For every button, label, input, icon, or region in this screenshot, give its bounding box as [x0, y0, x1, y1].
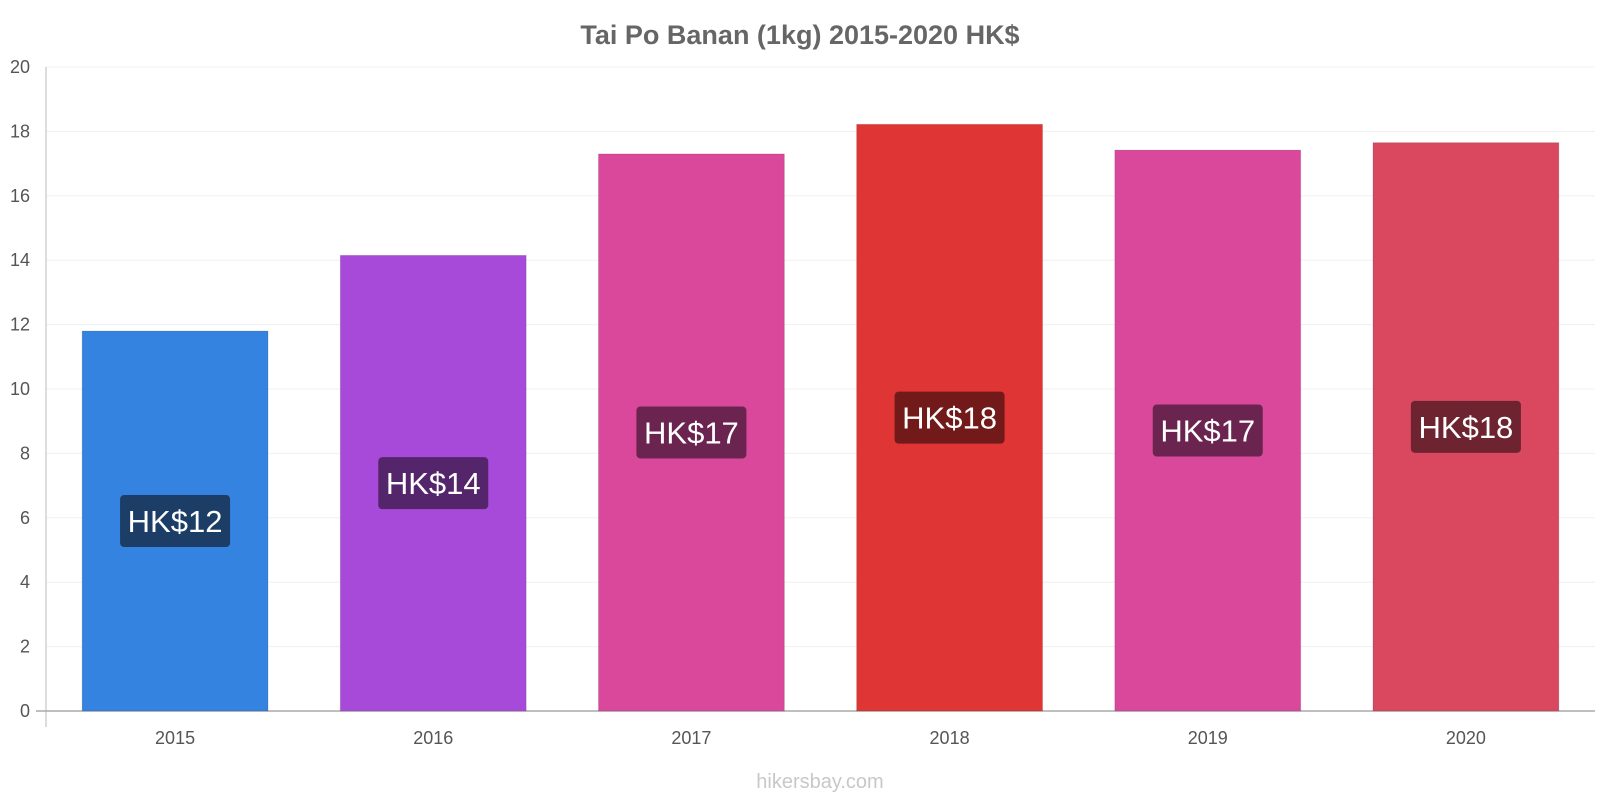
- y-tick-label: 2: [20, 637, 30, 657]
- y-tick-label: 18: [10, 121, 30, 141]
- data-label-box: [378, 457, 489, 510]
- y-tick-label: 12: [10, 315, 30, 335]
- grid-lines: [46, 66, 1595, 648]
- data-label-box: [120, 495, 231, 548]
- data-label: HK$18: [1419, 410, 1514, 445]
- y-tick-label: 4: [20, 572, 30, 592]
- chart-title: Tai Po Banan (1kg) 2015-2020 HK$: [580, 20, 1019, 50]
- y-tick-label: 10: [10, 379, 30, 399]
- x-axis-ticks: 2015 2016 2017 2018 2019 2020: [155, 728, 1486, 748]
- y-tick-label: 8: [20, 443, 30, 463]
- bar-2017: [597, 153, 785, 712]
- y-tick-label: 16: [10, 186, 30, 206]
- y-tick-label: 0: [20, 701, 30, 721]
- data-label-box: [636, 406, 747, 459]
- data-label-box: [1410, 400, 1521, 453]
- y-tick-label: 20: [10, 57, 30, 77]
- data-label: HK$17: [644, 415, 739, 450]
- x-tick-label: 2015: [155, 728, 195, 748]
- data-label-box: [1152, 404, 1263, 457]
- x-tick-label: 2017: [671, 728, 711, 748]
- axes: [36, 67, 1595, 727]
- data-label: HK$18: [902, 401, 997, 436]
- data-labels: HK$12 HK$14 HK$17 HK$18 HK$17 HK$18: [120, 391, 1521, 548]
- x-tick-label: 2018: [930, 728, 970, 748]
- source-watermark: hikersbay.com: [756, 771, 883, 793]
- y-tick-label: 14: [10, 250, 30, 270]
- x-tick-label: 2019: [1188, 728, 1228, 748]
- y-axis-ticks: 0 2 4 6 8 10 12 14 16 18 20: [10, 57, 30, 721]
- data-label: HK$14: [386, 466, 481, 501]
- x-tick-label: 2020: [1446, 728, 1486, 748]
- data-label: HK$12: [128, 504, 223, 539]
- x-tick-label: 2016: [413, 728, 453, 748]
- data-label-box: [894, 391, 1005, 444]
- bars: [81, 123, 1560, 712]
- y-tick-label: 6: [20, 508, 30, 528]
- data-label: HK$17: [1160, 414, 1255, 449]
